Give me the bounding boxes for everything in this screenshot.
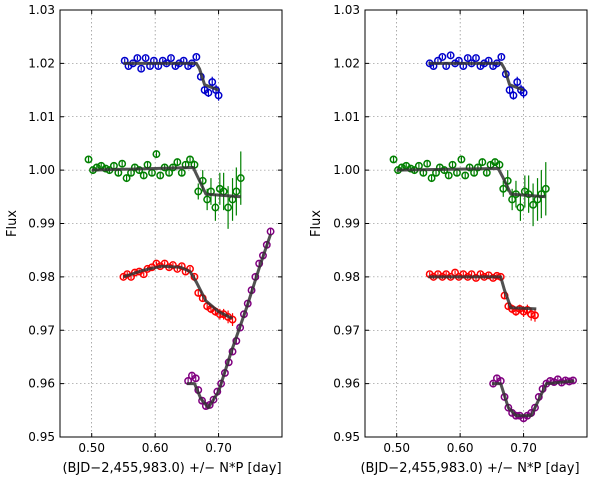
left-green-data-point [118,159,127,168]
right-green-data-point [444,171,453,180]
right-series-purple [489,374,577,423]
right-green-data-point [516,203,525,212]
right-x-axis-title: (BJD−2,455,983.0) +/− N*P [day] [360,461,579,476]
right-y-tick-label: 1.01 [333,110,360,124]
left-x-tick-label: 0.70 [205,441,232,455]
right-green-data-point [427,174,436,183]
right-series-red [425,268,539,322]
right-axes-frame [364,9,588,438]
right-y-tick-label: 0.95 [333,430,360,444]
left-series-blue [120,53,223,101]
left-panel: 0.50 0.60 0.70 0.95 0.96 0.97 0.98 0.99 1.00 1.01… [5,3,283,476]
right-blue-data-point [505,86,514,95]
right-green-data-point [457,155,466,164]
left-y-tick-label: 0.95 [28,430,55,444]
right-x-tick-label: 0.70 [510,441,537,455]
right-y-tick-label: 0.98 [333,270,360,284]
right-x-tick-label: 0.50 [383,441,410,455]
left-blue-data-point [192,53,201,61]
right-red-model-line [428,275,537,311]
right-y-tick-label: 0.96 [333,377,360,391]
right-y-tick-label: 1.02 [333,56,360,70]
left-blue-data-point [208,78,217,87]
right-green-model-line [396,167,546,199]
left-green-data-point [156,171,165,180]
right-panel: 0.50 0.60 0.70 0.95 0.96 0.97 0.98 0.99 1.00 1.01… [309,3,588,476]
left-red-data-point [228,315,237,324]
left-series-red [119,259,237,326]
left-green-data-point [177,168,186,177]
right-green-data-point [499,184,508,193]
left-x-tick-label: 0.60 [142,441,169,455]
right-series-blue [425,51,528,100]
left-green-model-line [91,166,241,199]
right-green-data-point [478,158,487,167]
right-y-tick-label: 1.03 [333,3,360,17]
left-green-data-point [211,203,220,212]
left-y-tick-label: 1.03 [28,3,55,17]
left-x-axis-title: (BJD−2,455,983.0) +/− N*P [day] [62,461,281,476]
right-blue-data-point [446,51,455,60]
left-green-data-point [84,155,93,164]
left-purple-model-line [186,233,273,410]
left-green-data-point [203,195,212,204]
right-blue-data-point [463,54,472,62]
left-purple-data-point [209,395,218,404]
left-red-model-line [122,264,234,320]
right-green-data-point [461,171,470,180]
left-green-data-point [232,187,241,196]
right-red-data-point [527,310,536,319]
left-axes-frame [59,9,283,438]
left-purple-data-point [198,396,207,405]
left-green-data-point [122,174,131,183]
left-y-tick-label: 1.01 [28,110,55,124]
right-purple-model-line [491,379,575,418]
right-green-data-point [389,155,398,164]
right-blue-data-point [438,53,447,61]
left-green-data-point [236,174,245,183]
left-series-purple [184,227,275,410]
right-red-data-point [531,311,539,320]
right-green-data-point [423,159,432,168]
left-y-tick-label: 1.00 [28,163,55,177]
left-x-tick-label: 0.50 [78,441,105,455]
right-green-data-point [541,184,550,193]
left-series-green [84,150,245,229]
left-purple-data-point [191,374,200,383]
left-green-data-point [186,155,194,164]
left-blue-model-line [123,61,220,92]
right-blue-data-point [513,78,522,87]
right-green-data-point [529,200,538,209]
left-green-data-point [194,187,203,196]
left-blue-data-point [167,54,175,62]
left-green-data-point [224,203,233,212]
left-y-axis-title: Flux [5,210,20,237]
left-y-tick-label: 0.99 [28,217,55,231]
right-y-tick-label: 0.99 [333,217,360,231]
right-series-green [389,155,550,227]
right-blue-data-point [472,54,480,62]
right-blue-data-point [497,53,506,61]
left-y-tick-label: 0.98 [28,270,55,284]
right-y-axis-title: Flux [309,210,324,237]
left-green-data-point [139,171,148,180]
right-blue-model-line [428,61,525,92]
right-blue-data-point [509,91,518,100]
left-green-data-point [152,150,161,159]
left-y-tick-label: 0.96 [28,377,55,391]
right-x-tick-label: 0.60 [447,441,474,455]
left-blue-data-point [141,54,150,62]
left-green-data-point [173,158,182,167]
left-y-tick-label: 0.97 [28,323,55,337]
right-y-tick-label: 1.00 [333,163,360,177]
left-blue-data-point [133,54,142,62]
left-y-tick-label: 1.02 [28,56,55,70]
left-blue-data-point [204,88,213,97]
left-blue-data-point [137,64,146,73]
right-y-tick-label: 0.97 [333,323,360,337]
right-green-data-point [508,195,517,204]
left-blue-data-point [214,91,223,100]
